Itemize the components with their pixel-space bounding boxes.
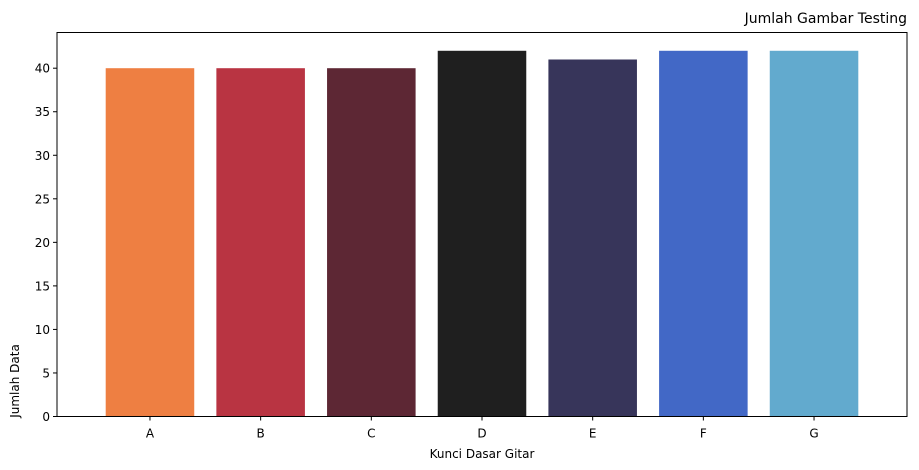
x-axis-ticks: A B C D E F G xyxy=(146,416,819,441)
x-tick-label: E xyxy=(589,427,597,441)
x-tick-label: F xyxy=(700,427,707,441)
y-tick-label: 10 xyxy=(35,323,50,337)
x-tick-label: C xyxy=(367,427,375,441)
x-tick-label: G xyxy=(809,427,818,441)
chart-title: Jumlah Gambar Testing xyxy=(744,11,907,27)
y-tick-label: 25 xyxy=(35,192,50,206)
y-tick-label: 30 xyxy=(35,149,50,163)
bars-layer xyxy=(105,50,859,417)
y-tick-label: 35 xyxy=(35,105,50,119)
y-tick-label: 15 xyxy=(35,279,50,293)
y-tick-label: 0 xyxy=(42,410,50,424)
y-axis-ticks: 0 5 10 15 20 25 30 35 40 xyxy=(35,62,57,424)
x-tick-label: B xyxy=(257,427,265,441)
x-tick-label: D xyxy=(477,427,486,441)
bar-c xyxy=(327,68,416,417)
bar-g xyxy=(769,50,859,417)
x-axis-label: Kunci Dasar Gitar xyxy=(430,447,535,461)
y-tick-label: 20 xyxy=(35,236,50,250)
bar-e xyxy=(548,59,637,417)
bar-d xyxy=(437,50,527,417)
bar-f xyxy=(659,50,748,417)
y-tick-label: 40 xyxy=(35,62,50,76)
bar-a xyxy=(105,68,195,417)
x-tick-label: A xyxy=(146,427,155,441)
y-axis-label: Jumlah Data xyxy=(8,344,22,419)
bar-b xyxy=(216,68,305,417)
y-tick-label: 5 xyxy=(42,366,50,380)
